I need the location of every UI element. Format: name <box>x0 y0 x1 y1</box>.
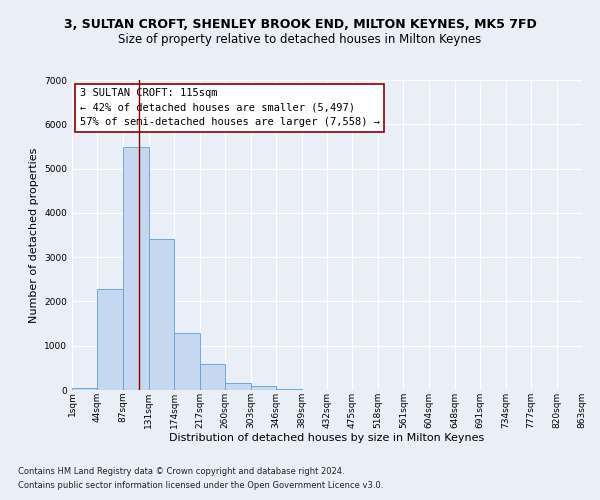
Bar <box>123 148 149 390</box>
Bar <box>276 389 302 390</box>
X-axis label: Distribution of detached houses by size in Milton Keynes: Distribution of detached houses by size … <box>169 434 485 444</box>
Bar <box>200 364 225 390</box>
Bar <box>97 289 123 390</box>
Text: 3, SULTAN CROFT, SHENLEY BROOK END, MILTON KEYNES, MK5 7FD: 3, SULTAN CROFT, SHENLEY BROOK END, MILT… <box>64 18 536 30</box>
Bar <box>175 334 200 390</box>
Text: Contains public sector information licensed under the Open Government Licence v3: Contains public sector information licen… <box>18 481 383 490</box>
Y-axis label: Number of detached properties: Number of detached properties <box>29 148 38 322</box>
Bar <box>149 240 175 390</box>
Text: Size of property relative to detached houses in Milton Keynes: Size of property relative to detached ho… <box>118 32 482 46</box>
Bar <box>225 383 251 390</box>
Bar <box>72 388 97 390</box>
Text: 3 SULTAN CROFT: 115sqm
← 42% of detached houses are smaller (5,497)
57% of semi-: 3 SULTAN CROFT: 115sqm ← 42% of detached… <box>80 88 380 128</box>
Text: Contains HM Land Registry data © Crown copyright and database right 2024.: Contains HM Land Registry data © Crown c… <box>18 467 344 476</box>
Bar <box>251 386 276 390</box>
